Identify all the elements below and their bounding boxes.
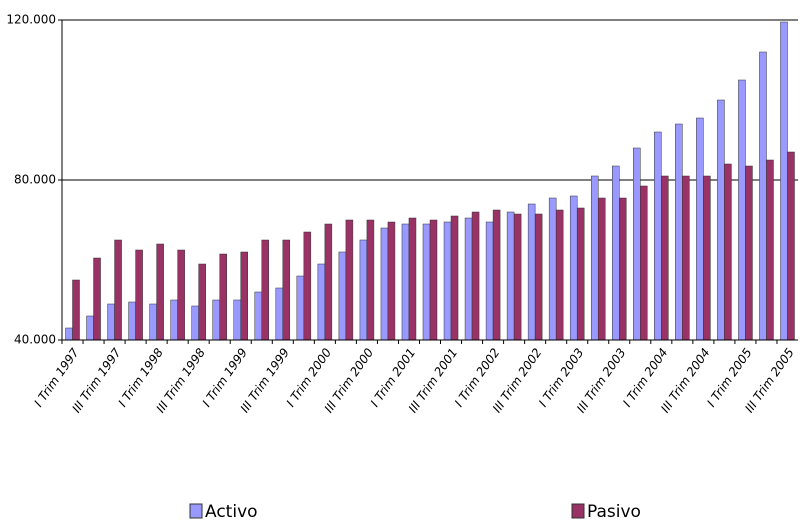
legend-label: Activo (205, 502, 258, 522)
bar (198, 263, 206, 341)
bar (380, 227, 389, 341)
bar (450, 215, 459, 341)
bar (93, 257, 101, 341)
bar (527, 203, 536, 341)
bar (745, 165, 753, 341)
bar (569, 195, 578, 341)
bar (576, 207, 585, 341)
bar (633, 147, 641, 341)
bar (338, 251, 347, 341)
bar (590, 175, 599, 341)
bar (513, 213, 522, 341)
bar (766, 159, 774, 341)
bar (86, 315, 94, 341)
bar (170, 299, 178, 341)
bar (254, 291, 263, 341)
bar (780, 21, 788, 341)
bar (661, 175, 669, 341)
legend-label: Pasivo (587, 502, 641, 522)
bar (177, 249, 185, 341)
bar (65, 327, 73, 341)
bar (107, 303, 115, 341)
bar (219, 253, 227, 341)
bar (759, 51, 767, 341)
bar (597, 197, 606, 341)
bar (387, 221, 396, 341)
bar (261, 239, 270, 341)
bar (128, 301, 136, 341)
bar (212, 299, 220, 341)
bar (72, 279, 80, 341)
bar (233, 299, 241, 341)
bar (548, 197, 557, 341)
legend-swatch (571, 503, 585, 519)
bar (724, 163, 732, 341)
bar (275, 287, 284, 341)
bar (401, 223, 410, 341)
bar (191, 305, 199, 341)
y-tick-label: 80.000 (14, 173, 56, 187)
bar (303, 231, 312, 341)
bar (317, 263, 326, 341)
y-tick-label: 40.000 (14, 333, 56, 347)
bar (324, 223, 333, 341)
bar (149, 303, 157, 341)
bar (534, 213, 543, 341)
bar (787, 151, 795, 341)
bar (282, 239, 291, 341)
bar (443, 221, 452, 341)
bar (114, 239, 122, 341)
bar (612, 165, 620, 341)
bar (682, 175, 690, 341)
bar (240, 251, 248, 341)
bar (471, 211, 480, 341)
bar (675, 123, 683, 341)
bar (619, 197, 627, 341)
bar (156, 243, 164, 341)
bar (492, 209, 501, 341)
bar (703, 175, 711, 341)
bar (296, 275, 305, 341)
bar (464, 217, 473, 341)
bar (359, 239, 368, 341)
bar (738, 79, 746, 341)
bar (135, 249, 143, 341)
bar (345, 219, 354, 341)
bar (422, 223, 431, 341)
bar (696, 117, 704, 341)
bar (485, 221, 494, 341)
bar (408, 217, 417, 341)
legend-swatch (189, 503, 203, 519)
bar (429, 219, 438, 341)
bar (654, 131, 662, 341)
bar (366, 219, 375, 341)
y-tick-label: 120.000 (6, 13, 56, 27)
bar (717, 99, 725, 341)
bar (555, 209, 564, 341)
bar (640, 185, 648, 341)
bar (506, 211, 515, 341)
